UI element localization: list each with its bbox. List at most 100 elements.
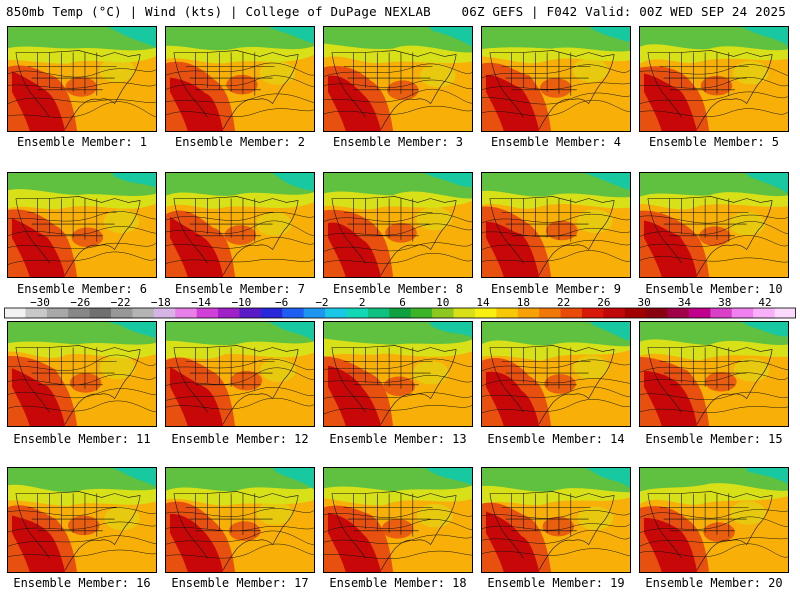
temperature-map-image: [640, 468, 788, 572]
colorbar-swatch: [111, 308, 133, 318]
ensemble-member-label: Ensemble Member: 16: [13, 576, 151, 590]
colorbar-swatch: [367, 308, 390, 318]
colorbar-swatch: [175, 308, 198, 318]
colorbar-swatch: [410, 308, 433, 318]
colorbar-tick-label: −6: [275, 296, 289, 309]
colorbar-swatch: [710, 308, 733, 318]
colorbar-tick-label: −22: [110, 296, 131, 309]
colorbar-swatch: [453, 308, 476, 318]
colorbar-swatch: [346, 308, 369, 318]
colorbar-tick-label: 6: [399, 296, 406, 309]
ensemble-member-map: [7, 321, 157, 427]
colorbar-tick-label: 10: [436, 296, 450, 309]
temperature-map-image: [166, 322, 314, 426]
ensemble-member-label: Ensemble Member: 11: [13, 432, 151, 446]
ensemble-member-label: Ensemble Member: 9: [490, 282, 622, 296]
colorbar-tick-label: −26: [70, 296, 91, 309]
ensemble-member-label: Ensemble Member: 8: [332, 282, 464, 296]
ensemble-member-map: [323, 467, 473, 573]
ensemble-member-map: [481, 321, 631, 427]
temperature-map-image: [482, 468, 630, 572]
temperature-map-image: [640, 173, 788, 277]
colorbar-swatch: [432, 308, 454, 318]
ensemble-member-map: [323, 321, 473, 427]
colorbar-swatch: [325, 308, 347, 318]
colorbar-swatch: [239, 308, 262, 318]
colorbar-swatch: [25, 308, 48, 318]
colorbar-swatch: [517, 308, 540, 318]
temperature-map-image: [166, 468, 314, 572]
ensemble-member-label: Ensemble Member: 7: [174, 282, 306, 296]
ensemble-member-label: Ensemble Member: 17: [171, 576, 309, 590]
temperature-map-image: [8, 27, 156, 131]
ensemble-member-label: Ensemble Member: 14: [487, 432, 625, 446]
colorbar-swatch: [303, 308, 326, 318]
ensemble-member-map: [7, 26, 157, 132]
colorbar-swatch: [603, 308, 626, 318]
ensemble-member-map: [481, 172, 631, 278]
temperature-map-image: [640, 27, 788, 131]
ensemble-member-map: [323, 172, 473, 278]
colorbar-swatch: [4, 308, 26, 318]
colorbar-tick-labels: −30 −26 −22 −18 −14 −10 −6 −2 2 6 10 14 18 22 26 30 34 38…: [0, 296, 800, 309]
colorbar-tick-label: −14: [191, 296, 212, 309]
ensemble-member-map: [323, 26, 473, 132]
ensemble-member-label: Ensemble Member: 6: [16, 282, 148, 296]
colorbar-swatch: [753, 308, 775, 318]
ensemble-member-label: Ensemble Member: 12: [171, 432, 309, 446]
ensemble-member-map: [639, 467, 789, 573]
ensemble-member-map: [7, 467, 157, 573]
colorbar-swatch: [539, 308, 561, 318]
ensemble-member-map: [639, 26, 789, 132]
ensemble-member-label: Ensemble Member: 5: [648, 135, 780, 149]
ensemble-member-map: [7, 172, 157, 278]
ensemble-member-map: [639, 321, 789, 427]
colorbar-swatch: [89, 308, 112, 318]
ensemble-member-map: [481, 467, 631, 573]
temperature-map-image: [482, 322, 630, 426]
temperature-map-image: [324, 468, 472, 572]
colorbar-swatch: [282, 308, 305, 318]
colorbar-tick-label: 18: [516, 296, 530, 309]
colorbar-tick-label: 38: [718, 296, 732, 309]
ensemble-member-label: Ensemble Member: 10: [645, 282, 783, 296]
colorbar-tick-label: −10: [231, 296, 252, 309]
ensemble-member-map: [481, 26, 631, 132]
colorbar-tick-label: 30: [637, 296, 651, 309]
colorbar-tick-label: 22: [556, 296, 571, 309]
colorbar-tick-label: −2: [315, 296, 329, 309]
ensemble-member-map: [639, 172, 789, 278]
temperature-colorbar: [4, 307, 796, 319]
colorbar-swatch: [496, 308, 519, 318]
colorbar-tick-label: 42: [758, 296, 772, 309]
colorbar-tick-label: −18: [150, 296, 171, 309]
ensemble-member-map: [165, 321, 315, 427]
colorbar-swatch: [132, 308, 155, 318]
colorbar-swatch: [389, 308, 412, 318]
colorbar-swatch: [688, 308, 711, 318]
colorbar-swatch: [260, 308, 283, 318]
ensemble-member-label: Ensemble Member: 2: [174, 135, 306, 149]
ensemble-member-label: Ensemble Member: 20: [645, 576, 783, 590]
ensemble-member-label: Ensemble Member: 15: [645, 432, 783, 446]
colorbar-swatch: [774, 308, 796, 318]
colorbar-tick-label: 2: [358, 296, 366, 309]
temperature-map-image: [8, 322, 156, 426]
ensemble-member-label: Ensemble Member: 3: [332, 135, 464, 149]
colorbar-tick-label: 14: [476, 296, 490, 309]
colorbar-swatch: [560, 308, 583, 318]
ensemble-member-map: [165, 26, 315, 132]
colorbar-swatch: [474, 308, 497, 318]
colorbar-swatch: [624, 308, 647, 318]
colorbar-border: [4, 307, 796, 319]
colorbar-tick-label: 26: [597, 296, 611, 309]
colorbar-swatch: [646, 308, 668, 318]
ensemble-member-label: Ensemble Member: 18: [329, 576, 467, 590]
colorbar-tick-label: 34: [677, 296, 692, 309]
colorbar-swatch: [731, 308, 754, 318]
colorbar-swatch: [196, 308, 219, 318]
colorbar-swatch: [218, 308, 240, 318]
temperature-map-image: [324, 173, 472, 277]
ensemble-member-label: Ensemble Member: 13: [329, 432, 467, 446]
